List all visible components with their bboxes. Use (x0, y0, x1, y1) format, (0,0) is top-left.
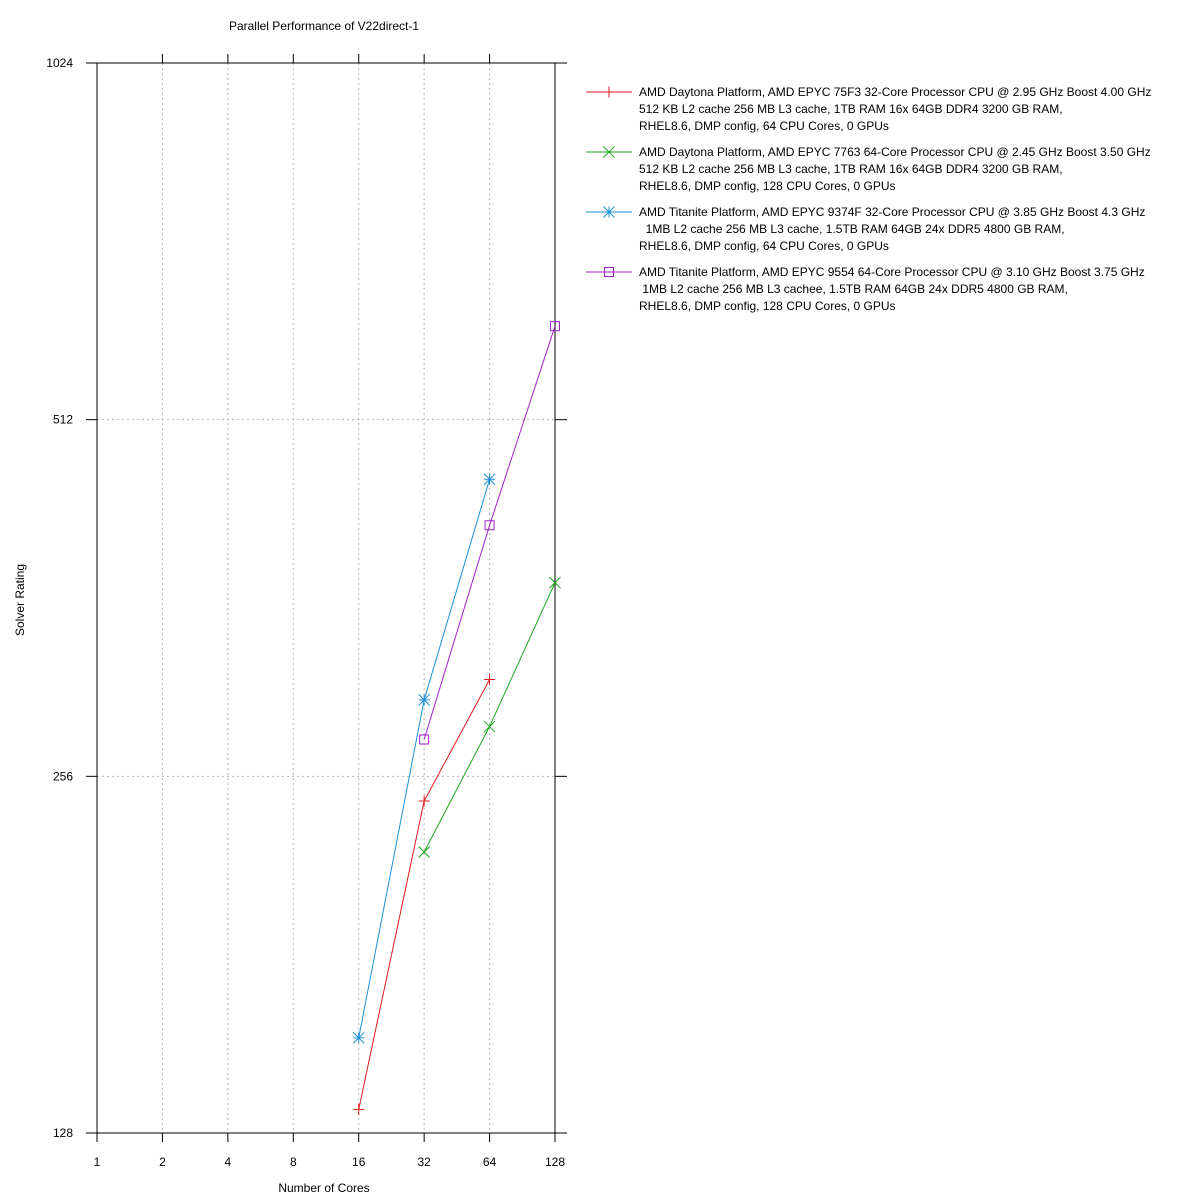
data-point (418, 795, 430, 807)
legend-label: RHEL8.6, DMP config, 64 CPU Cores, 0 GPU… (639, 119, 889, 133)
x-tick-label: 128 (545, 1155, 565, 1169)
legend-marker (603, 146, 615, 158)
data-point (484, 674, 496, 686)
grid-lines (97, 63, 555, 1133)
legend-entry-4: AMD Titanite Platform, AMD EPYC 9554 64-… (586, 265, 1145, 313)
data-point (483, 473, 496, 486)
series-layer (352, 321, 561, 1115)
legend-label: 512 KB L2 cache 256 MB L3 cache, 1TB RAM… (639, 162, 1063, 176)
data-point (483, 720, 496, 733)
legend-label: RHEL8.6, DMP config, 128 CPU Cores, 0 GP… (639, 179, 896, 193)
x-tick-label: 32 (417, 1155, 431, 1169)
legend-marker (604, 267, 614, 277)
series-3 (352, 473, 496, 1044)
x-axis-label: Number of Cores (278, 1181, 369, 1195)
data-point (549, 576, 561, 589)
data-point (484, 520, 495, 531)
y-tick-label: 512 (53, 413, 73, 427)
x-tick-label: 2 (159, 1155, 166, 1169)
y-tick-label: 256 (53, 769, 73, 783)
x-tick-label: 16 (352, 1155, 366, 1169)
y-axis: 128 256 512 1024 (46, 56, 567, 1140)
legend-label: AMD Daytona Platform, AMD EPYC 7763 64-C… (639, 145, 1151, 159)
data-point (353, 1103, 365, 1115)
data-point (418, 846, 430, 858)
y-tick-label: 1024 (46, 56, 73, 70)
legend-label: 1MB L2 cache 256 MB L3 cachee, 1.5TB RAM… (639, 282, 1068, 296)
chart-title: Parallel Performance of V22direct-1 (229, 19, 419, 33)
x-axis: 1 2 4 8 16 32 64 128 (94, 54, 565, 1169)
legend-label: 512 KB L2 cache 256 MB L3 cache, 1TB RAM… (639, 102, 1063, 116)
legend-marker (603, 206, 615, 218)
series-2 (418, 576, 561, 858)
data-point (550, 321, 560, 332)
legend-label: 1MB L2 cache 256 MB L3 cache, 1.5TB RAM … (639, 222, 1065, 236)
legend-label: AMD Titanite Platform, AMD EPYC 9554 64-… (639, 265, 1145, 279)
y-tick-label: 128 (53, 1126, 73, 1140)
data-point (419, 734, 430, 745)
legend-label: RHEL8.6, DMP config, 64 CPU Cores, 0 GPU… (639, 239, 889, 253)
series-4 (419, 321, 560, 745)
series-1 (353, 674, 496, 1115)
x-tick-label: 4 (225, 1155, 232, 1169)
legend: AMD Daytona Platform, AMD EPYC 75F3 32-C… (586, 85, 1151, 313)
legend-entry-1: AMD Daytona Platform, AMD EPYC 75F3 32-C… (586, 85, 1151, 133)
series-line (423, 326, 556, 740)
x-tick-label: 64 (483, 1155, 497, 1169)
x-tick-label: 1 (94, 1155, 101, 1169)
x-tick-label: 8 (290, 1155, 297, 1169)
legend-label: RHEL8.6, DMP config, 128 CPU Cores, 0 GP… (639, 299, 896, 313)
legend-label: AMD Daytona Platform, AMD EPYC 75F3 32-C… (639, 85, 1151, 99)
plot-frame (96, 62, 556, 1134)
legend-marker (603, 86, 615, 98)
legend-entry-2: AMD Daytona Platform, AMD EPYC 7763 64-C… (586, 145, 1151, 193)
legend-entry-3: AMD Titanite Platform, AMD EPYC 9374F 32… (586, 205, 1145, 253)
y-axis-label: Solver Rating (13, 564, 27, 636)
data-point (352, 1031, 365, 1044)
data-point (418, 694, 430, 706)
legend-label: AMD Titanite Platform, AMD EPYC 9374F 32… (639, 205, 1145, 219)
